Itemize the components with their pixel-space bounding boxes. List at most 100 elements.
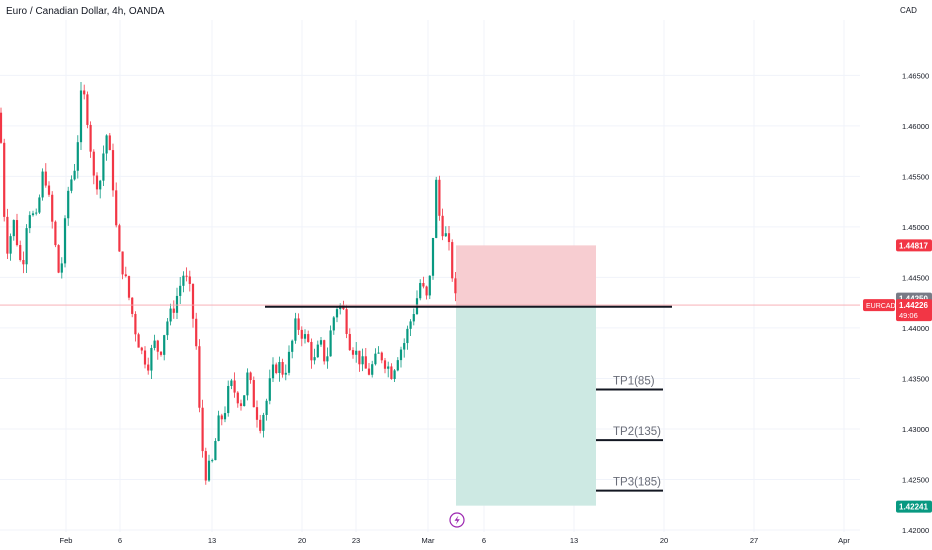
candle-body [60, 263, 63, 273]
candle-body [19, 245, 22, 261]
candle-body [105, 135, 108, 154]
candle-body [447, 233, 451, 243]
candle-body [284, 372, 287, 375]
candle-body [419, 283, 422, 299]
candle-body [63, 218, 67, 264]
y-tick-label: 1.42500 [902, 475, 929, 484]
x-tick-label: 6 [118, 536, 122, 545]
candle-body [175, 295, 179, 313]
candle-body [191, 283, 195, 319]
candle-body [159, 351, 163, 355]
candle-body [380, 352, 383, 361]
candle-body [399, 349, 403, 361]
x-tick-label: 13 [570, 536, 578, 545]
currency-label: CAD [900, 6, 917, 15]
candle-body [319, 340, 323, 345]
x-tick-label: 6 [482, 536, 486, 545]
candle-body [265, 400, 268, 415]
candle-body [38, 197, 41, 213]
candle-body [310, 341, 313, 361]
candle-body [438, 179, 441, 216]
candle-body [169, 308, 172, 322]
candle-body [115, 190, 118, 226]
candle-body [150, 347, 153, 371]
chart-title: Euro / Canadian Dollar, 4h, OANDA [6, 6, 165, 17]
y-tick-label: 1.45500 [902, 172, 929, 181]
x-tick-label: 27 [750, 536, 758, 545]
current-price-tag: 1.44226 49:06 [896, 299, 932, 322]
candle-body [223, 413, 227, 420]
candle-body [47, 185, 51, 195]
candle-body [15, 220, 19, 246]
candle-body [230, 380, 233, 386]
candle-body [79, 90, 83, 143]
candle-body [28, 215, 31, 229]
y-tick-label: 1.44000 [902, 324, 929, 333]
candle-body [44, 171, 47, 186]
candle-body [239, 403, 243, 407]
candle-body [383, 360, 387, 369]
candle-body [22, 260, 25, 265]
candle-body [25, 228, 28, 265]
price-axis[interactable]: 1.46500 1.46000 1.45500 1.45000 1.44500 1.440… [902, 71, 929, 535]
stop-loss-zone[interactable] [456, 245, 596, 306]
lightning-icon[interactable] [449, 512, 465, 528]
candle-body [207, 460, 211, 481]
candle-body [179, 285, 182, 296]
candle-body [243, 395, 246, 407]
candle-body [195, 318, 198, 347]
candle-body [262, 414, 265, 431]
candle-body [102, 153, 105, 181]
time-axis[interactable]: Feb 6 13 20 23 Mar 6 13 20 27 Apr [60, 536, 851, 545]
candle-body [351, 350, 355, 355]
y-tick-label: 1.43500 [902, 374, 929, 383]
candle-body [307, 334, 310, 342]
take-profit-zone[interactable] [456, 305, 596, 506]
candle-body [371, 364, 374, 375]
candle-body [233, 380, 236, 393]
candle-body [124, 274, 127, 277]
candle-body [409, 321, 412, 329]
candle-body [428, 275, 431, 296]
x-tick-label: Apr [838, 536, 850, 545]
candle-body [316, 344, 319, 358]
candle-body [297, 318, 300, 330]
candle-body [406, 328, 409, 344]
candle-body [188, 276, 191, 284]
candle-body [393, 370, 396, 380]
y-tick-label: 1.46500 [902, 71, 929, 80]
stop-price-text: 1.44817 [899, 241, 928, 250]
candle-body [99, 180, 102, 190]
candle-body [134, 313, 137, 335]
symbol-text: EURCAD [866, 303, 896, 310]
candle-body [0, 112, 3, 143]
candle-body [137, 334, 140, 348]
x-tick-label: 20 [660, 536, 668, 545]
candle-body [300, 329, 303, 339]
candle-body [335, 309, 339, 318]
candle-body [70, 179, 73, 191]
candle-body [390, 366, 393, 380]
candle-body [214, 440, 217, 461]
y-tick-label: 1.46000 [902, 122, 929, 131]
candle-body [121, 251, 124, 275]
candle-body [281, 362, 284, 375]
x-tick-label: 20 [298, 536, 306, 545]
y-tick-label: 1.44500 [902, 273, 929, 282]
candle-body [396, 360, 399, 371]
candle-body [345, 309, 348, 334]
y-tick-label: 1.43000 [902, 425, 929, 434]
candle-body [83, 90, 86, 95]
candle-body [313, 357, 316, 361]
candle-body [147, 364, 150, 371]
candle-body [166, 321, 169, 336]
candle-body [131, 297, 134, 314]
candle-body [236, 392, 239, 404]
candle-body [163, 335, 166, 355]
candle-body [364, 356, 367, 369]
countdown-text: 49:06 [899, 311, 918, 320]
y-tick-label: 1.45000 [902, 223, 929, 232]
candle-body [348, 333, 351, 351]
tp1-label: TP1(85) [613, 376, 655, 388]
